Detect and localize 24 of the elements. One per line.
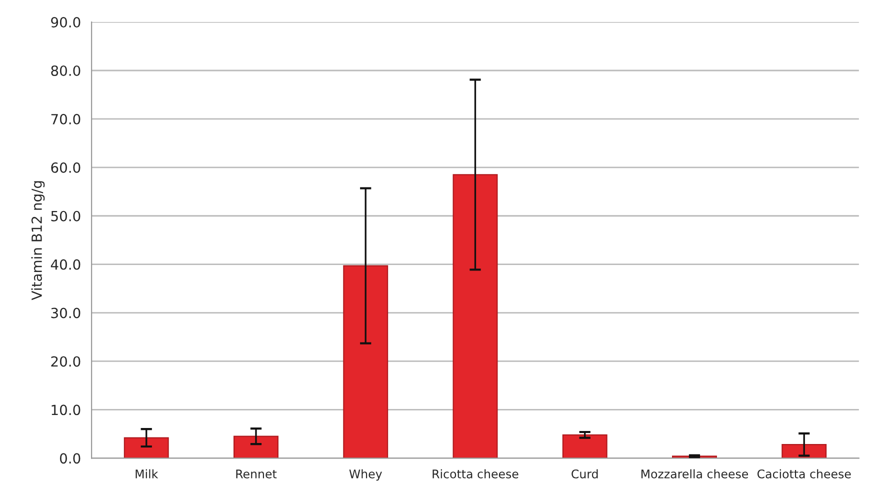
bar [124,437,169,458]
bar [562,434,608,458]
x-tick-label: Curd [572,469,598,478]
y-tick-label: 20.0 [51,356,80,367]
y-tick-label: 0.0 [60,453,80,464]
y-tick-label: 40.0 [50,259,80,270]
y-tick-label: 10.0 [52,404,80,416]
y-tick-label: 70.0 [51,114,80,124]
bar [452,174,498,458]
y-tick-label: 80.0 [51,65,80,76]
x-tick-label: Ricotta cheese [432,469,518,478]
x-tick-label: Mozzarella cheese [641,469,748,478]
bar [234,436,278,458]
x-tick-label: Caciotta cheese [757,469,851,478]
x-tick-label: Whey [349,469,382,481]
y-tick-label: 60.0 [51,162,80,173]
bar [343,265,388,458]
x-tick-label: Milk [136,469,158,478]
bar [782,444,827,458]
y-tick-label: 50.0 [51,210,80,222]
y-axis-title: Vitamin B12 ng/g [31,181,45,300]
y-tick-label: 90.0 [51,17,80,28]
x-tick-label: Rennet [236,470,277,478]
y-tick-label: 30.0 [51,308,80,318]
